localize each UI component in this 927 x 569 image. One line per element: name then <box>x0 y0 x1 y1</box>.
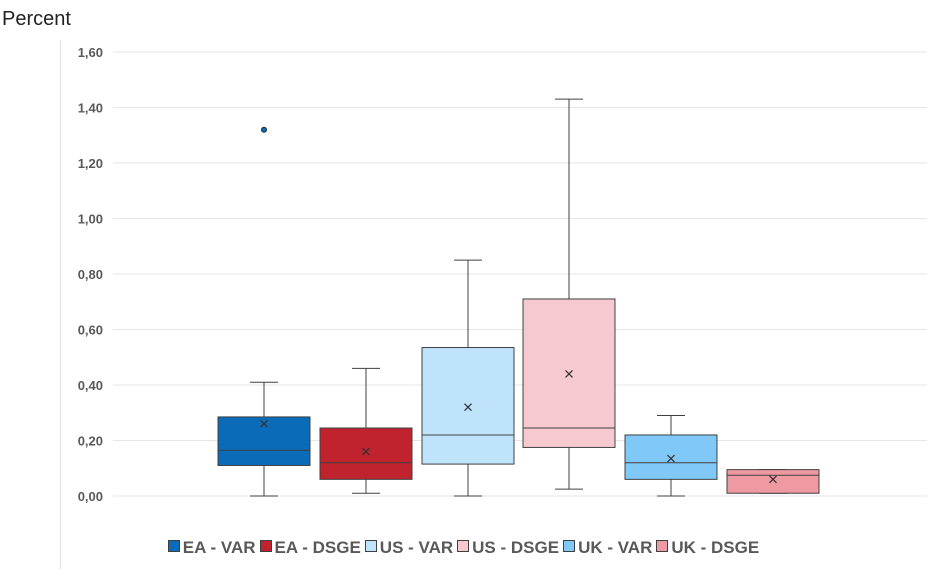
legend-item: EA - DSGE <box>259 538 361 558</box>
legend-swatch <box>656 540 669 552</box>
box-uk-var <box>624 415 718 497</box>
mean-marker <box>565 369 573 378</box>
legend-label: UK - VAR <box>578 538 653 557</box>
legend-item: UK - VAR <box>563 538 652 558</box>
y-tick-label: 1,00 <box>78 212 103 227</box>
y-tick-label: 1,40 <box>78 101 103 116</box>
legend-swatch <box>259 540 272 552</box>
box-uk-dsge <box>726 469 820 494</box>
iqr-box <box>319 427 413 480</box>
legend-label: US - DSGE <box>472 538 560 557</box>
legend-label: EA - DSGE <box>274 538 361 557</box>
legend: EA - VAR EA - DSGE US - VAR US - DSGE UK - V… <box>0 538 927 558</box>
y-tick-label: 0,60 <box>78 323 103 338</box>
mean-marker <box>362 447 370 456</box>
legend-swatch <box>364 540 377 552</box>
iqr-box <box>726 469 820 494</box>
mean-marker <box>667 454 675 463</box>
legend-item: UK - DSGE <box>656 538 759 558</box>
box-ea-var <box>217 126 311 497</box>
mean-marker <box>769 475 777 484</box>
y-tick-label: 0,40 <box>78 378 103 393</box>
boxes <box>217 98 820 497</box>
legend-label: EA - VAR <box>182 538 256 557</box>
y-tick-label: 0,80 <box>78 267 103 282</box>
legend-item: US - DSGE <box>457 538 559 558</box>
legend-item: US - VAR <box>364 538 454 558</box>
y-tick-label: 1,60 <box>78 45 103 60</box>
box-ea-dsge <box>319 367 413 494</box>
iqr-box <box>624 434 718 480</box>
legend-swatch <box>563 540 576 552</box>
y-tick-label: 0,20 <box>78 434 103 449</box>
mean-marker <box>260 419 268 428</box>
box-us-dsge <box>522 98 616 490</box>
y-axis-title: Percent <box>2 8 71 30</box>
iqr-box <box>217 416 311 466</box>
legend-item: EA - VAR <box>167 538 256 558</box>
box-us-var <box>421 259 515 497</box>
y-tick-label: 0,00 <box>78 489 103 504</box>
y-tick-labels: 0,00 0,20 0,40 0,60 0,80 1,00 1,20 1,40 1,60 <box>78 45 103 504</box>
mean-marker <box>464 403 472 412</box>
iqr-box <box>421 347 515 465</box>
y-tick-label: 1,20 <box>78 156 103 171</box>
outlier-point <box>261 126 267 133</box>
axis-left-rule <box>60 40 61 569</box>
legend-label: UK - DSGE <box>671 538 760 557</box>
legend-swatch <box>457 540 470 552</box>
legend-swatch <box>167 540 180 552</box>
legend-label: US - VAR <box>379 538 454 557</box>
